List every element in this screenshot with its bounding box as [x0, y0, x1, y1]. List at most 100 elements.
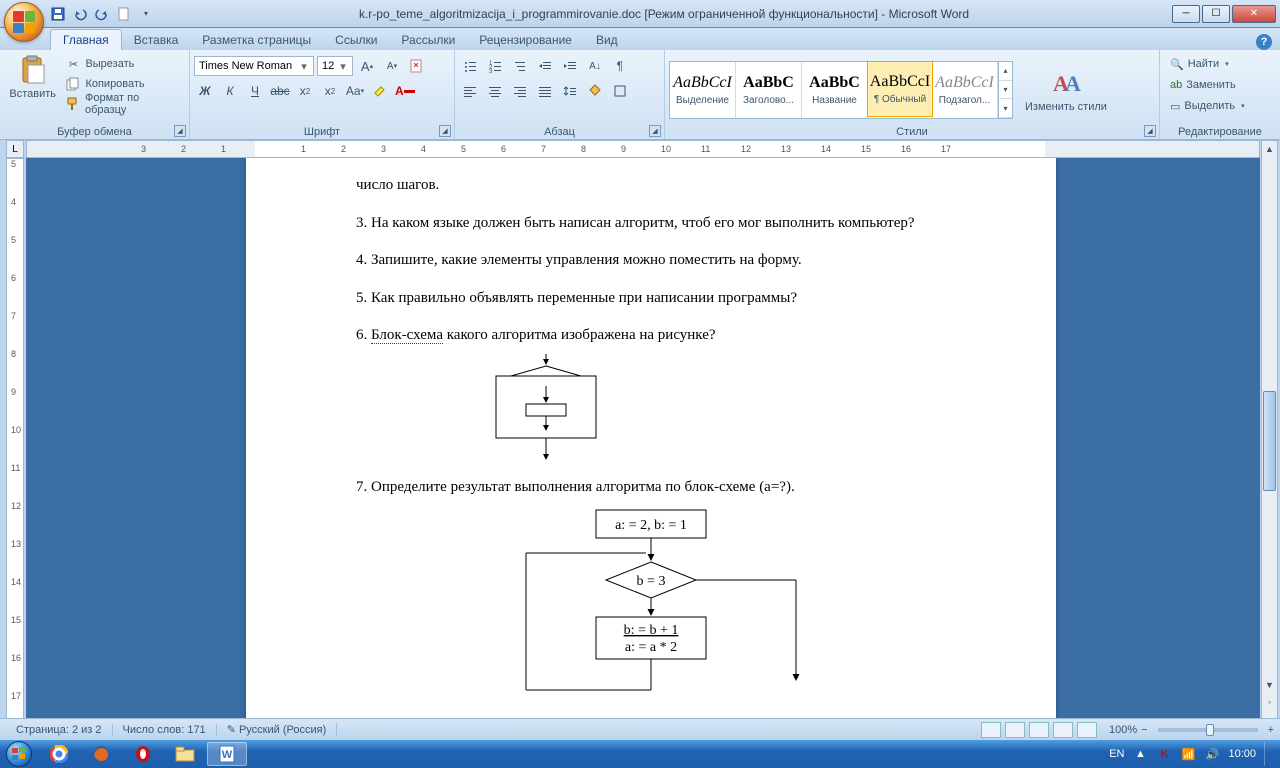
status-page[interactable]: Страница: 2 из 2: [6, 724, 113, 736]
decrease-indent-button[interactable]: [534, 55, 556, 77]
multilevel-button[interactable]: [509, 55, 531, 77]
show-desktop-button[interactable]: [1264, 742, 1272, 766]
view-web-button[interactable]: [1029, 722, 1049, 738]
paragraph-launcher[interactable]: ◢: [649, 125, 661, 137]
save-icon[interactable]: [48, 4, 68, 24]
svg-text:A: A: [1065, 71, 1081, 96]
select-button[interactable]: ▭Выделить▾: [1170, 96, 1245, 116]
prev-page-icon[interactable]: ◦: [1262, 694, 1277, 710]
status-lang[interactable]: ✎ Русский (Россия): [217, 723, 338, 736]
styles-launcher[interactable]: ◢: [1144, 125, 1156, 137]
taskbar-word-icon[interactable]: W: [207, 742, 247, 766]
clipboard-launcher[interactable]: ◢: [174, 125, 186, 137]
taskbar-firefox-icon[interactable]: [81, 742, 121, 766]
superscript-button[interactable]: x2: [319, 80, 341, 102]
bold-button[interactable]: Ж: [194, 80, 216, 102]
taskbar-opera-icon[interactable]: [123, 742, 163, 766]
scroll-down-icon[interactable]: ▼: [1262, 677, 1277, 693]
grow-font-button[interactable]: A▴: [356, 55, 378, 77]
align-center-button[interactable]: [484, 80, 506, 102]
highlight-button[interactable]: [369, 80, 391, 102]
style-item[interactable]: AaBbCЗаголово...: [736, 62, 802, 118]
change-case-button[interactable]: Aa▾: [344, 80, 366, 102]
font-name-combo[interactable]: Times New Roman▾: [194, 56, 314, 76]
paste-button[interactable]: Вставить: [4, 52, 61, 102]
font-size-combo[interactable]: 12▾: [317, 56, 353, 76]
office-button[interactable]: [4, 2, 44, 42]
change-styles-button[interactable]: AA Изменить стили: [1019, 65, 1113, 115]
zoom-out-button[interactable]: −: [1141, 724, 1147, 736]
sort-button[interactable]: A↓: [584, 55, 606, 77]
shrink-font-button[interactable]: A▾: [381, 55, 403, 77]
style-item[interactable]: AaBbCcIПодзагол...: [932, 62, 998, 118]
style-item[interactable]: AaBbCcIВыделение: [670, 62, 736, 118]
copy-button[interactable]: Копировать: [65, 74, 181, 94]
horizontal-ruler[interactable]: 3211234567891011121314151617: [26, 140, 1260, 158]
tab-view[interactable]: Вид: [584, 30, 630, 50]
styles-gallery[interactable]: AaBbCcIВыделение AaBbCЗаголово... AaBbCН…: [669, 61, 1013, 119]
zoom-label[interactable]: 100%: [1109, 724, 1137, 736]
tray-clock[interactable]: 10:00: [1228, 748, 1256, 760]
view-fullscreen-button[interactable]: [1005, 722, 1025, 738]
undo-icon[interactable]: [70, 4, 90, 24]
view-print-layout-button[interactable]: [981, 722, 1001, 738]
vertical-ruler[interactable]: 54567891011121314151617: [6, 158, 24, 728]
new-doc-icon[interactable]: [114, 4, 134, 24]
tray-network-icon[interactable]: 📶: [1180, 746, 1196, 762]
help-icon[interactable]: ?: [1256, 34, 1272, 50]
qat-more-icon[interactable]: ▾: [136, 4, 156, 24]
tray-antivirus-icon[interactable]: K: [1156, 746, 1172, 762]
shading-button[interactable]: [584, 80, 606, 102]
scroll-up-icon[interactable]: ▲: [1262, 141, 1277, 157]
zoom-slider[interactable]: [1158, 728, 1258, 732]
format-painter-button[interactable]: Формат по образцу: [65, 94, 181, 114]
show-marks-button[interactable]: ¶: [609, 55, 631, 77]
redo-icon[interactable]: [92, 4, 112, 24]
increase-indent-button[interactable]: [559, 55, 581, 77]
close-button[interactable]: ✕: [1232, 5, 1276, 23]
tray-lang[interactable]: EN: [1109, 748, 1124, 760]
clear-formatting-button[interactable]: [406, 55, 428, 77]
style-item[interactable]: AaBbCcI¶ Обычный: [867, 61, 933, 117]
align-left-button[interactable]: [459, 80, 481, 102]
minimize-button[interactable]: ─: [1172, 5, 1200, 23]
taskbar-explorer-icon[interactable]: [165, 742, 205, 766]
vertical-scrollbar[interactable]: ▲ ▼ ◦ ◦: [1261, 140, 1278, 728]
replace-button[interactable]: abЗаменить: [1170, 75, 1245, 95]
scroll-thumb[interactable]: [1263, 391, 1276, 491]
tab-home[interactable]: Главная: [50, 29, 122, 50]
style-item[interactable]: AaBbCНазвание: [802, 62, 868, 118]
tab-mailings[interactable]: Рассылки: [389, 30, 467, 50]
strikethrough-button[interactable]: abc: [269, 80, 291, 102]
tab-review[interactable]: Рецензирование: [467, 30, 584, 50]
maximize-button[interactable]: ☐: [1202, 5, 1230, 23]
underline-button[interactable]: Ч: [244, 80, 266, 102]
tab-selector[interactable]: L: [6, 140, 24, 158]
zoom-in-button[interactable]: +: [1268, 724, 1274, 736]
view-draft-button[interactable]: [1077, 722, 1097, 738]
page[interactable]: число шагов. 3. На каком языке должен бы…: [246, 158, 1056, 728]
font-launcher[interactable]: ◢: [439, 125, 451, 137]
tray-flag-icon[interactable]: ▲: [1132, 746, 1148, 762]
numbering-button[interactable]: 123: [484, 55, 506, 77]
borders-button[interactable]: [609, 80, 631, 102]
tray-volume-icon[interactable]: 🔊: [1204, 746, 1220, 762]
font-color-button[interactable]: A: [394, 80, 416, 102]
tab-insert[interactable]: Вставка: [122, 30, 191, 50]
gallery-scroll[interactable]: ▴▾▾: [998, 62, 1012, 118]
italic-button[interactable]: К: [219, 80, 241, 102]
taskbar-chrome-icon[interactable]: [39, 742, 79, 766]
view-outline-button[interactable]: [1053, 722, 1073, 738]
align-right-button[interactable]: [509, 80, 531, 102]
status-words[interactable]: Число слов: 171: [113, 724, 217, 736]
cut-button[interactable]: ✂Вырезать: [65, 54, 181, 74]
tab-page-layout[interactable]: Разметка страницы: [190, 30, 323, 50]
find-button[interactable]: 🔍Найти▾: [1170, 54, 1245, 74]
justify-button[interactable]: [534, 80, 556, 102]
subscript-button[interactable]: x2: [294, 80, 316, 102]
line-spacing-button[interactable]: [559, 80, 581, 102]
start-button[interactable]: [0, 740, 38, 768]
bullets-button[interactable]: [459, 55, 481, 77]
tab-references[interactable]: Ссылки: [323, 30, 389, 50]
taskbar: W EN ▲ K 📶 🔊 10:00: [0, 740, 1280, 768]
